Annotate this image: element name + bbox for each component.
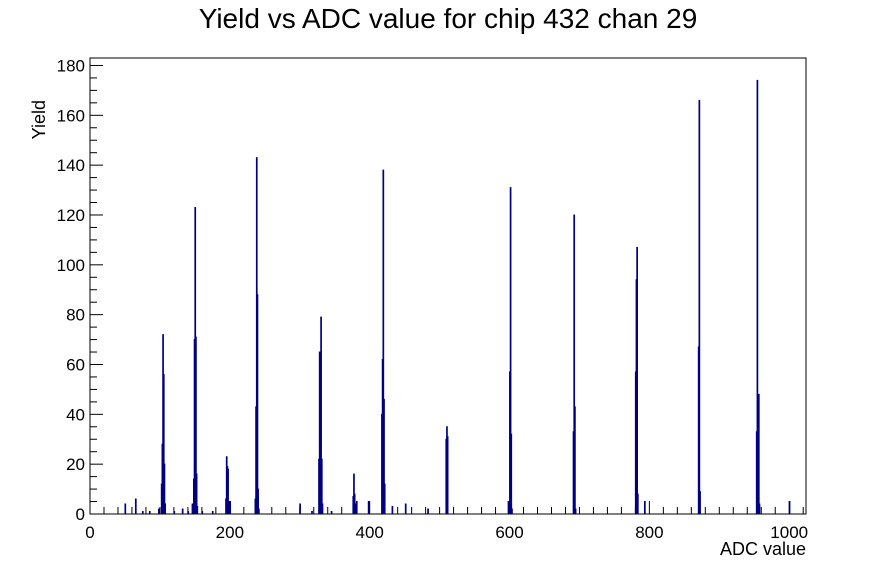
histogram-bin — [163, 463, 166, 514]
histogram-bin — [195, 473, 198, 514]
histogram-bin — [124, 503, 127, 514]
histogram-bin — [758, 503, 761, 514]
histogram-bin — [643, 501, 646, 514]
histogram-bin — [636, 246, 638, 514]
y-tick-label: 120 — [57, 206, 85, 225]
histogram-bin — [134, 498, 137, 514]
histogram-bin — [698, 99, 701, 514]
histogram-bin — [756, 79, 759, 514]
histogram-bin — [257, 488, 260, 514]
x-tick-label: 1000 — [770, 523, 808, 542]
x-tick-label: 400 — [356, 523, 384, 542]
histogram-bin — [211, 511, 214, 514]
y-tick-label: 0 — [76, 505, 85, 524]
histogram-bin — [141, 511, 144, 514]
histogram-bin — [201, 511, 204, 514]
histogram-bin — [446, 436, 449, 514]
histogram-bin — [574, 406, 576, 514]
histogram-bin — [321, 503, 324, 514]
histogram-bin — [330, 511, 333, 514]
histogram-bin — [391, 506, 394, 514]
histogram-bin — [196, 506, 199, 514]
chart-title: Yield vs ADC value for chip 432 chan 29 — [199, 3, 698, 34]
histogram-bin — [191, 503, 194, 514]
histogram-bin — [320, 316, 322, 514]
histogram-bin — [227, 468, 229, 514]
y-tick-label: 140 — [57, 156, 85, 175]
histogram-bin — [187, 511, 190, 514]
y-tick-label: 40 — [66, 405, 85, 424]
histogram-bin — [229, 501, 232, 514]
histogram-bin — [427, 508, 429, 514]
histogram-bin — [299, 503, 301, 514]
x-axis-label: ADC value — [720, 539, 806, 559]
histogram-bin — [227, 501, 230, 514]
histogram-bin — [162, 373, 165, 514]
histogram-bin — [258, 508, 260, 514]
y-tick-label: 60 — [66, 355, 85, 374]
histogram-bin — [367, 501, 370, 514]
y-tick-label: 80 — [66, 306, 85, 325]
histogram-bin — [148, 511, 151, 514]
histogram-bin — [757, 393, 760, 514]
histogram-bin — [511, 508, 513, 514]
histogram-bin — [354, 503, 357, 514]
y-tick-label: 160 — [57, 106, 85, 125]
histogram-bin — [404, 503, 407, 514]
histogram-bin — [382, 169, 385, 514]
x-tick-label: 800 — [635, 523, 663, 542]
histogram-bin — [509, 187, 512, 514]
y-tick-label: 180 — [57, 56, 85, 75]
histogram-bin — [320, 458, 323, 514]
y-tick-label: 20 — [66, 455, 85, 474]
histogram-bin — [573, 214, 576, 514]
y-axis-label: Yield — [29, 100, 49, 139]
histogram-bin — [173, 511, 176, 514]
x-tick-label: 200 — [216, 523, 244, 542]
histogram-bin — [256, 294, 259, 514]
histogram-bin — [311, 511, 313, 514]
histogram-bin — [195, 336, 197, 514]
histogram-bin — [164, 503, 167, 514]
histogram-bin — [788, 501, 791, 514]
histogram-bin — [699, 491, 701, 514]
y-tick-label: 100 — [57, 256, 85, 275]
x-tick-label: 600 — [495, 523, 523, 542]
histogram-bin — [355, 501, 358, 514]
histogram-bin — [636, 493, 639, 514]
histogram-bin — [383, 398, 385, 514]
histogram-bin — [158, 508, 160, 514]
histogram-bin — [510, 433, 513, 514]
histogram-bin — [383, 483, 386, 514]
histogram-bin — [574, 508, 577, 514]
histogram-bin — [507, 501, 510, 514]
x-tick-label: 0 — [85, 523, 94, 542]
histogram-bin — [181, 508, 184, 514]
